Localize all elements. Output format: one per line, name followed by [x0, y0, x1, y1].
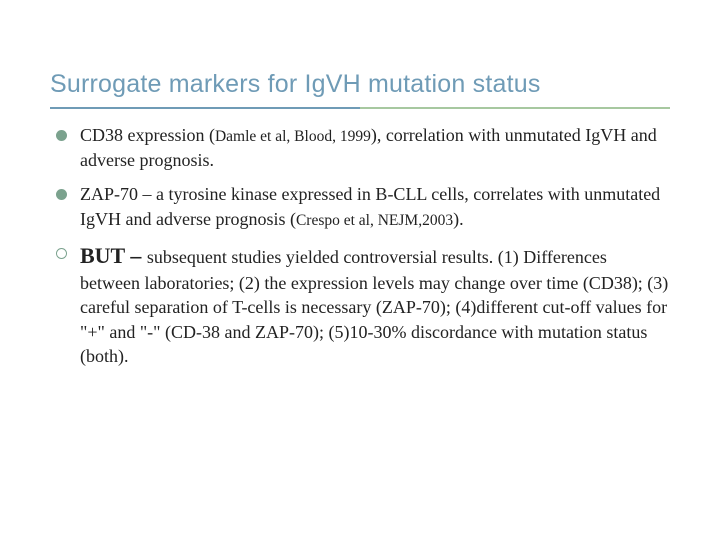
bullet-ref: Damle et al, Blood, 1999: [215, 128, 371, 145]
slide: Surrogate markers for IgVH mutation stat…: [0, 0, 720, 540]
bullet-list: CD38 expression (Damle et al, Blood, 199…: [50, 123, 670, 368]
bullet-lead: BUT –: [80, 243, 147, 268]
bullet-item: CD38 expression (Damle et al, Blood, 199…: [50, 123, 670, 172]
bullet-ref: Crespo et al, NEJM,2003: [296, 212, 453, 229]
bullet-body: subsequent studies yielded controversial…: [80, 247, 668, 366]
title-underline: [50, 107, 670, 109]
bullet-text-seg2: ).: [453, 209, 464, 229]
bullet-item: ZAP-70 – a tyrosine kinase expressed in …: [50, 182, 670, 231]
bullet-item: BUT – subsequent studies yielded controv…: [50, 241, 670, 368]
bullet-text-seg1: CD38 expression (: [80, 125, 215, 145]
slide-title: Surrogate markers for IgVH mutation stat…: [50, 70, 670, 99]
